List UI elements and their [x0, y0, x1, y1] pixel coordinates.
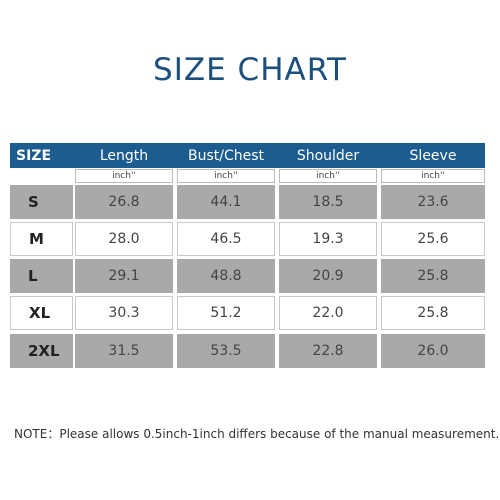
header-band: [10, 143, 485, 168]
measurement: 46.5: [177, 222, 275, 256]
measurement: 19.3: [279, 222, 377, 256]
note: NOTE：Please allows 0.5inch-1inch differs…: [14, 427, 500, 441]
measurement: 23.6: [381, 185, 485, 219]
measurement: 29.1: [75, 259, 173, 293]
column-header: Shoulder: [296, 147, 360, 164]
column-header: Bust/Chest: [187, 147, 265, 164]
unit-label: inch'': [279, 169, 377, 183]
column-header: Length: [99, 147, 149, 164]
measurement: 20.9: [279, 259, 377, 293]
measurement: 22.8: [279, 334, 377, 368]
measurement: 31.5: [75, 334, 173, 368]
size-label: L: [10, 259, 73, 293]
measurement: 18.5: [279, 185, 377, 219]
unit-label: inch'': [381, 169, 485, 183]
unit-label: inch'': [75, 169, 173, 183]
measurement: 25.8: [381, 259, 485, 293]
size-label: XL: [10, 296, 73, 330]
size-label: S: [10, 185, 73, 219]
unit-label: inch'': [177, 169, 275, 183]
measurement: 30.3: [75, 296, 173, 330]
column-header: SIZE: [16, 147, 52, 164]
size-label: 2XL: [10, 334, 73, 368]
measurement: 51.2: [177, 296, 275, 330]
measurement: 25.6: [381, 222, 485, 256]
measurement: 48.8: [177, 259, 275, 293]
measurement: 44.1: [177, 185, 275, 219]
size-label: M: [10, 222, 73, 256]
measurement: 26.0: [381, 334, 485, 368]
title: SIZE CHART: [153, 52, 347, 88]
measurement: 53.5: [177, 334, 275, 368]
measurement: 22.0: [279, 296, 377, 330]
measurement: 26.8: [75, 185, 173, 219]
column-header: Sleeve: [409, 147, 457, 164]
measurement: 28.0: [75, 222, 173, 256]
measurement: 25.8: [381, 296, 485, 330]
